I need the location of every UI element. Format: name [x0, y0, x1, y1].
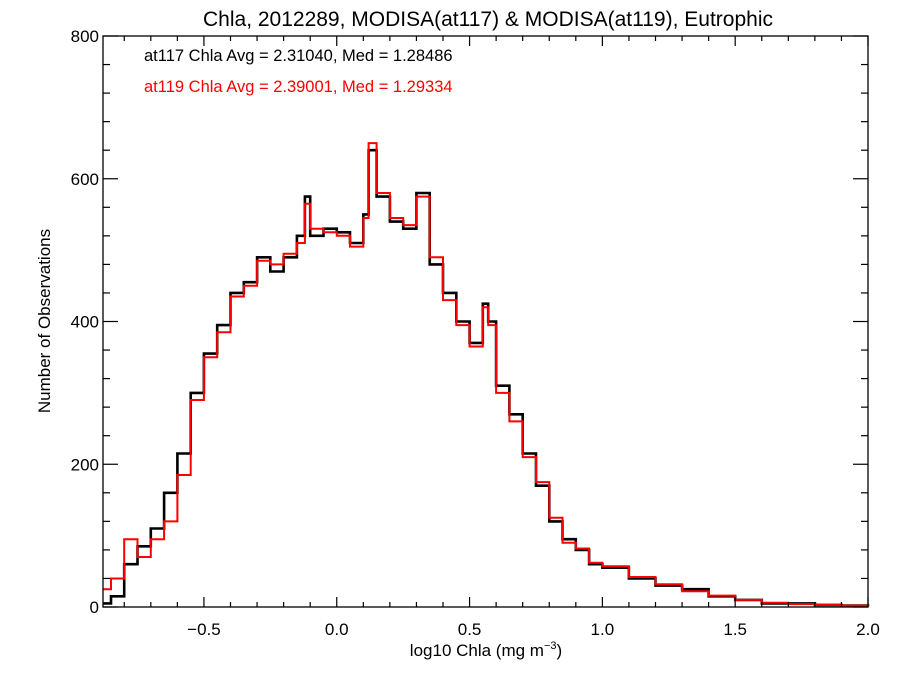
x-tick-label: 1.5: [723, 620, 747, 639]
x-tick-label: 1.0: [591, 620, 615, 639]
y-tick-label: 400: [71, 313, 99, 332]
y-tick-label: 600: [71, 170, 99, 189]
chart-title: Chla, 2012289, MODISA(at117) & MODISA(at…: [203, 8, 773, 31]
x-axis-label-suffix: ): [557, 641, 563, 660]
x-axis-label-main: log10 Chla (mg m: [410, 641, 544, 660]
series-layer: [103, 142, 870, 607]
y-axis-label: Number of Observations: [35, 229, 54, 413]
annotation-at117: at117 Chla Avg = 2.31040, Med = 1.28486: [144, 47, 453, 65]
x-tick-label: 2.0: [856, 620, 880, 639]
annotation-at119: at119 Chla Avg = 2.39001, Med = 1.29334: [144, 78, 453, 96]
y-tick-label: 0: [90, 598, 99, 617]
x-tick-label: −0.5: [187, 620, 221, 639]
y-tick-label: 200: [71, 455, 99, 474]
x-axis-label: log10 Chla (mg m−3): [410, 640, 562, 660]
x-tick-label: 0.0: [325, 620, 349, 639]
ticks-layer: −0.5 0.0 0.5 1.0 1.5 2.0 0 200 400 600 800: [71, 27, 880, 639]
x-tick-label: 0.5: [458, 620, 482, 639]
y-tick-label: 800: [71, 27, 99, 46]
x-axis-label-superscript: −3: [544, 640, 557, 652]
series-line-1: [103, 148, 870, 607]
series-line-2: [103, 142, 869, 607]
